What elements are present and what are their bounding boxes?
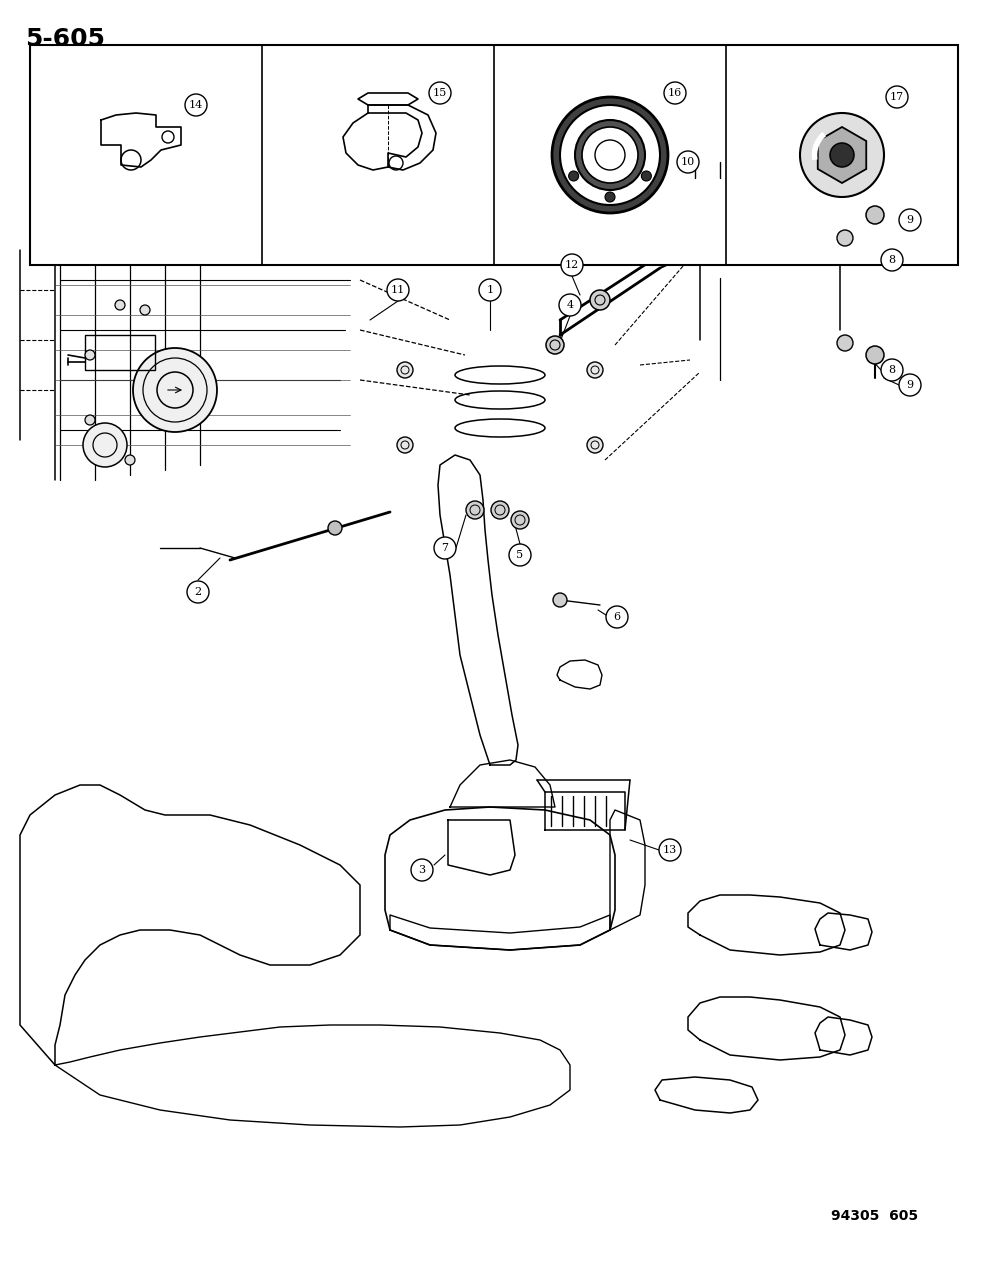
Text: 94305  605: 94305 605 bbox=[831, 1209, 919, 1223]
Circle shape bbox=[677, 150, 699, 173]
Circle shape bbox=[552, 97, 668, 213]
Circle shape bbox=[569, 171, 579, 181]
Circle shape bbox=[881, 360, 903, 381]
Circle shape bbox=[664, 82, 686, 105]
Text: 16: 16 bbox=[668, 88, 682, 98]
Circle shape bbox=[605, 193, 615, 201]
Circle shape bbox=[125, 455, 135, 465]
Circle shape bbox=[491, 501, 509, 519]
Circle shape bbox=[387, 279, 409, 301]
Circle shape bbox=[899, 209, 921, 231]
Text: 5: 5 bbox=[516, 550, 523, 560]
Circle shape bbox=[866, 346, 884, 363]
Text: 6: 6 bbox=[613, 612, 620, 622]
Circle shape bbox=[575, 120, 645, 190]
Circle shape bbox=[115, 300, 125, 310]
Circle shape bbox=[587, 437, 603, 453]
Text: 17: 17 bbox=[890, 92, 904, 102]
Circle shape bbox=[866, 207, 884, 224]
Circle shape bbox=[434, 537, 456, 558]
Circle shape bbox=[553, 593, 567, 607]
Circle shape bbox=[559, 295, 581, 316]
Circle shape bbox=[587, 362, 603, 377]
Circle shape bbox=[511, 511, 529, 529]
Circle shape bbox=[140, 305, 150, 315]
Bar bbox=[85, 335, 155, 370]
Circle shape bbox=[411, 859, 433, 881]
Circle shape bbox=[837, 230, 853, 246]
Circle shape bbox=[328, 521, 342, 536]
Text: 15: 15 bbox=[433, 88, 447, 98]
Circle shape bbox=[187, 581, 209, 603]
Circle shape bbox=[590, 289, 610, 310]
Text: 8: 8 bbox=[889, 255, 896, 265]
Circle shape bbox=[509, 544, 531, 566]
Circle shape bbox=[85, 351, 95, 360]
Circle shape bbox=[606, 606, 628, 629]
Circle shape bbox=[659, 839, 681, 861]
Circle shape bbox=[397, 437, 413, 453]
Text: 10: 10 bbox=[681, 157, 695, 167]
Circle shape bbox=[899, 374, 921, 397]
Text: 9: 9 bbox=[907, 215, 914, 224]
Circle shape bbox=[479, 279, 501, 301]
Text: 5-605: 5-605 bbox=[25, 27, 105, 51]
Circle shape bbox=[886, 85, 908, 108]
Polygon shape bbox=[818, 128, 866, 184]
Circle shape bbox=[397, 362, 413, 377]
Circle shape bbox=[560, 105, 660, 205]
Circle shape bbox=[185, 94, 207, 116]
Text: 12: 12 bbox=[565, 260, 579, 270]
Circle shape bbox=[133, 348, 217, 432]
Text: 9: 9 bbox=[907, 380, 914, 390]
Text: 2: 2 bbox=[194, 586, 201, 597]
Circle shape bbox=[582, 128, 638, 184]
Circle shape bbox=[800, 113, 884, 198]
Circle shape bbox=[429, 82, 451, 105]
Text: 4: 4 bbox=[567, 300, 574, 310]
Bar bbox=[30, 45, 958, 265]
Circle shape bbox=[641, 171, 651, 181]
Circle shape bbox=[830, 143, 854, 167]
Circle shape bbox=[837, 335, 853, 351]
Text: 7: 7 bbox=[442, 543, 449, 553]
Circle shape bbox=[881, 249, 903, 272]
Text: 14: 14 bbox=[189, 99, 203, 110]
Circle shape bbox=[85, 414, 95, 425]
Text: 13: 13 bbox=[663, 845, 677, 856]
Text: 8: 8 bbox=[889, 365, 896, 375]
Circle shape bbox=[561, 254, 583, 275]
Text: 3: 3 bbox=[418, 864, 425, 875]
Text: 11: 11 bbox=[390, 286, 405, 295]
Text: 1: 1 bbox=[487, 286, 494, 295]
Circle shape bbox=[466, 501, 484, 519]
Circle shape bbox=[83, 423, 127, 467]
Circle shape bbox=[546, 337, 564, 354]
